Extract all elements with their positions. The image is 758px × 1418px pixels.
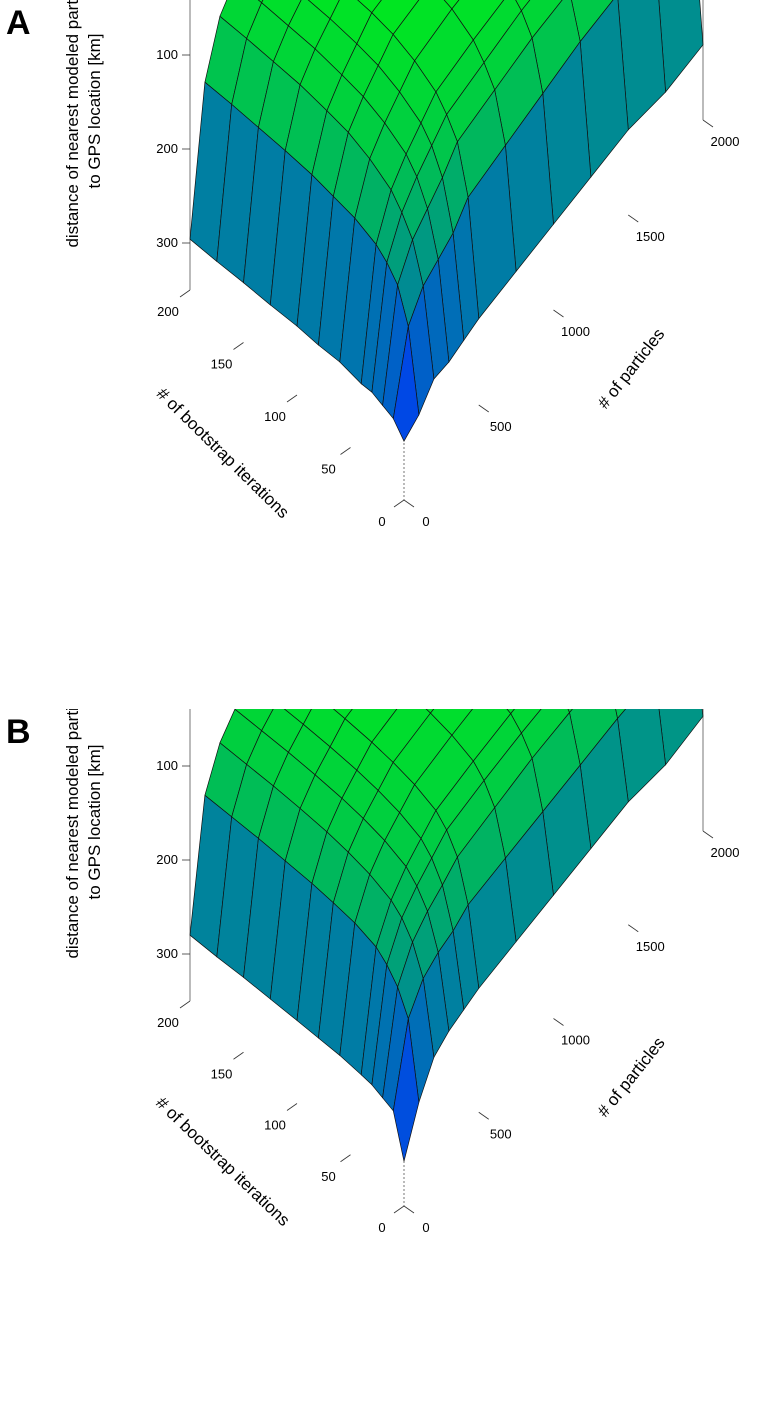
surface: [189, 709, 704, 1162]
y-tick-label: 200: [157, 304, 179, 319]
surface: [189, 0, 704, 442]
x-tick-label: 0: [422, 514, 429, 529]
y-tick: [233, 342, 244, 350]
panel-letter: B: [6, 713, 31, 751]
y-tick-label: 100: [264, 409, 286, 424]
panel-a: A 0 100 200 300 distance of nearest modeled …: [6, 0, 740, 529]
y-tick: [393, 1205, 405, 1214]
z-tick-label: 200: [156, 141, 178, 156]
y-tick-label: 50: [321, 1169, 335, 1184]
y-tick-label: 50: [321, 462, 335, 477]
surface-facet: [332, 709, 353, 720]
y-tick: [179, 289, 191, 298]
x-tick: [403, 499, 415, 508]
surface-facet: [392, 326, 420, 442]
x-tick: [478, 1111, 489, 1120]
y-tick: [340, 447, 351, 455]
x-axis-label: # of particles: [594, 325, 669, 412]
surface-facet: [443, 0, 460, 10]
x-tick: [628, 924, 639, 933]
surface-facet: [425, 709, 435, 714]
y-axis-label: # of bootstrap iterations: [153, 384, 293, 522]
y-tick: [286, 394, 298, 403]
x-tick-label: 1000: [561, 324, 590, 339]
surface-facet: [392, 1018, 420, 1162]
surface-plot-a: 0 100 200 300 distance of nearest modeled pa…: [63, 0, 740, 529]
x-tick: [553, 1018, 564, 1026]
z-axis-label: distance of nearest modeled particle: [63, 709, 82, 959]
y-tick-label: 150: [211, 357, 233, 372]
panel-letter: A: [6, 4, 31, 42]
y-axis-label: # of bootstrap iterations: [152, 1093, 293, 1230]
surface-facet: [658, 709, 704, 766]
y-tick-label: 200: [157, 1015, 179, 1030]
x-axis-label: # of particles: [594, 1033, 669, 1120]
y-tick-label: 0: [378, 1220, 385, 1235]
surface-facet: [515, 0, 531, 12]
z-axis-label: to GPS location [km]: [85, 34, 104, 189]
z-tick-label: 200: [156, 852, 178, 867]
y-tick: [340, 1154, 351, 1163]
y-tick-label: 150: [211, 1066, 233, 1081]
z-axis-label: to GPS location [km]: [85, 745, 104, 900]
panel-b: B 0 100 200 300 distance of nearest modeled …: [0, 709, 758, 1418]
x-tick: [628, 214, 639, 223]
x-tick: [702, 830, 714, 839]
y-tick-label: 0: [378, 514, 385, 529]
surface-facet: [658, 0, 704, 93]
x-tick-label: 500: [490, 419, 512, 434]
z-axis-label: distance of nearest modeled particle: [63, 0, 82, 248]
y-tick: [393, 499, 405, 508]
y-tick: [179, 1000, 191, 1009]
x-tick-label: 1000: [561, 1033, 590, 1048]
y-tick: [286, 1103, 298, 1111]
x-tick-label: 0: [422, 1220, 429, 1235]
z-tick-label: 100: [156, 758, 178, 773]
surface-facet: [615, 709, 627, 720]
z-tick-label: 300: [156, 946, 178, 961]
x-tick: [403, 1205, 415, 1214]
y-tick: [233, 1051, 244, 1060]
x-tick-label: 2000: [711, 134, 740, 149]
x-tick: [478, 404, 489, 413]
z-tick-label: 100: [156, 47, 178, 62]
y-tick-label: 100: [264, 1118, 286, 1133]
surface-facet: [506, 709, 515, 715]
surface-plot-b: 0 100 200 300 distance of nearest modeled pa…: [63, 709, 740, 1235]
z-tick-label: 300: [156, 235, 178, 250]
x-tick-label: 1500: [636, 939, 665, 954]
x-tick-label: 2000: [711, 845, 740, 860]
x-tick-label: 500: [490, 1126, 512, 1141]
surface-facet: [357, 0, 382, 14]
x-tick-label: 1500: [636, 229, 665, 244]
x-tick: [553, 309, 564, 318]
x-tick: [702, 119, 714, 128]
